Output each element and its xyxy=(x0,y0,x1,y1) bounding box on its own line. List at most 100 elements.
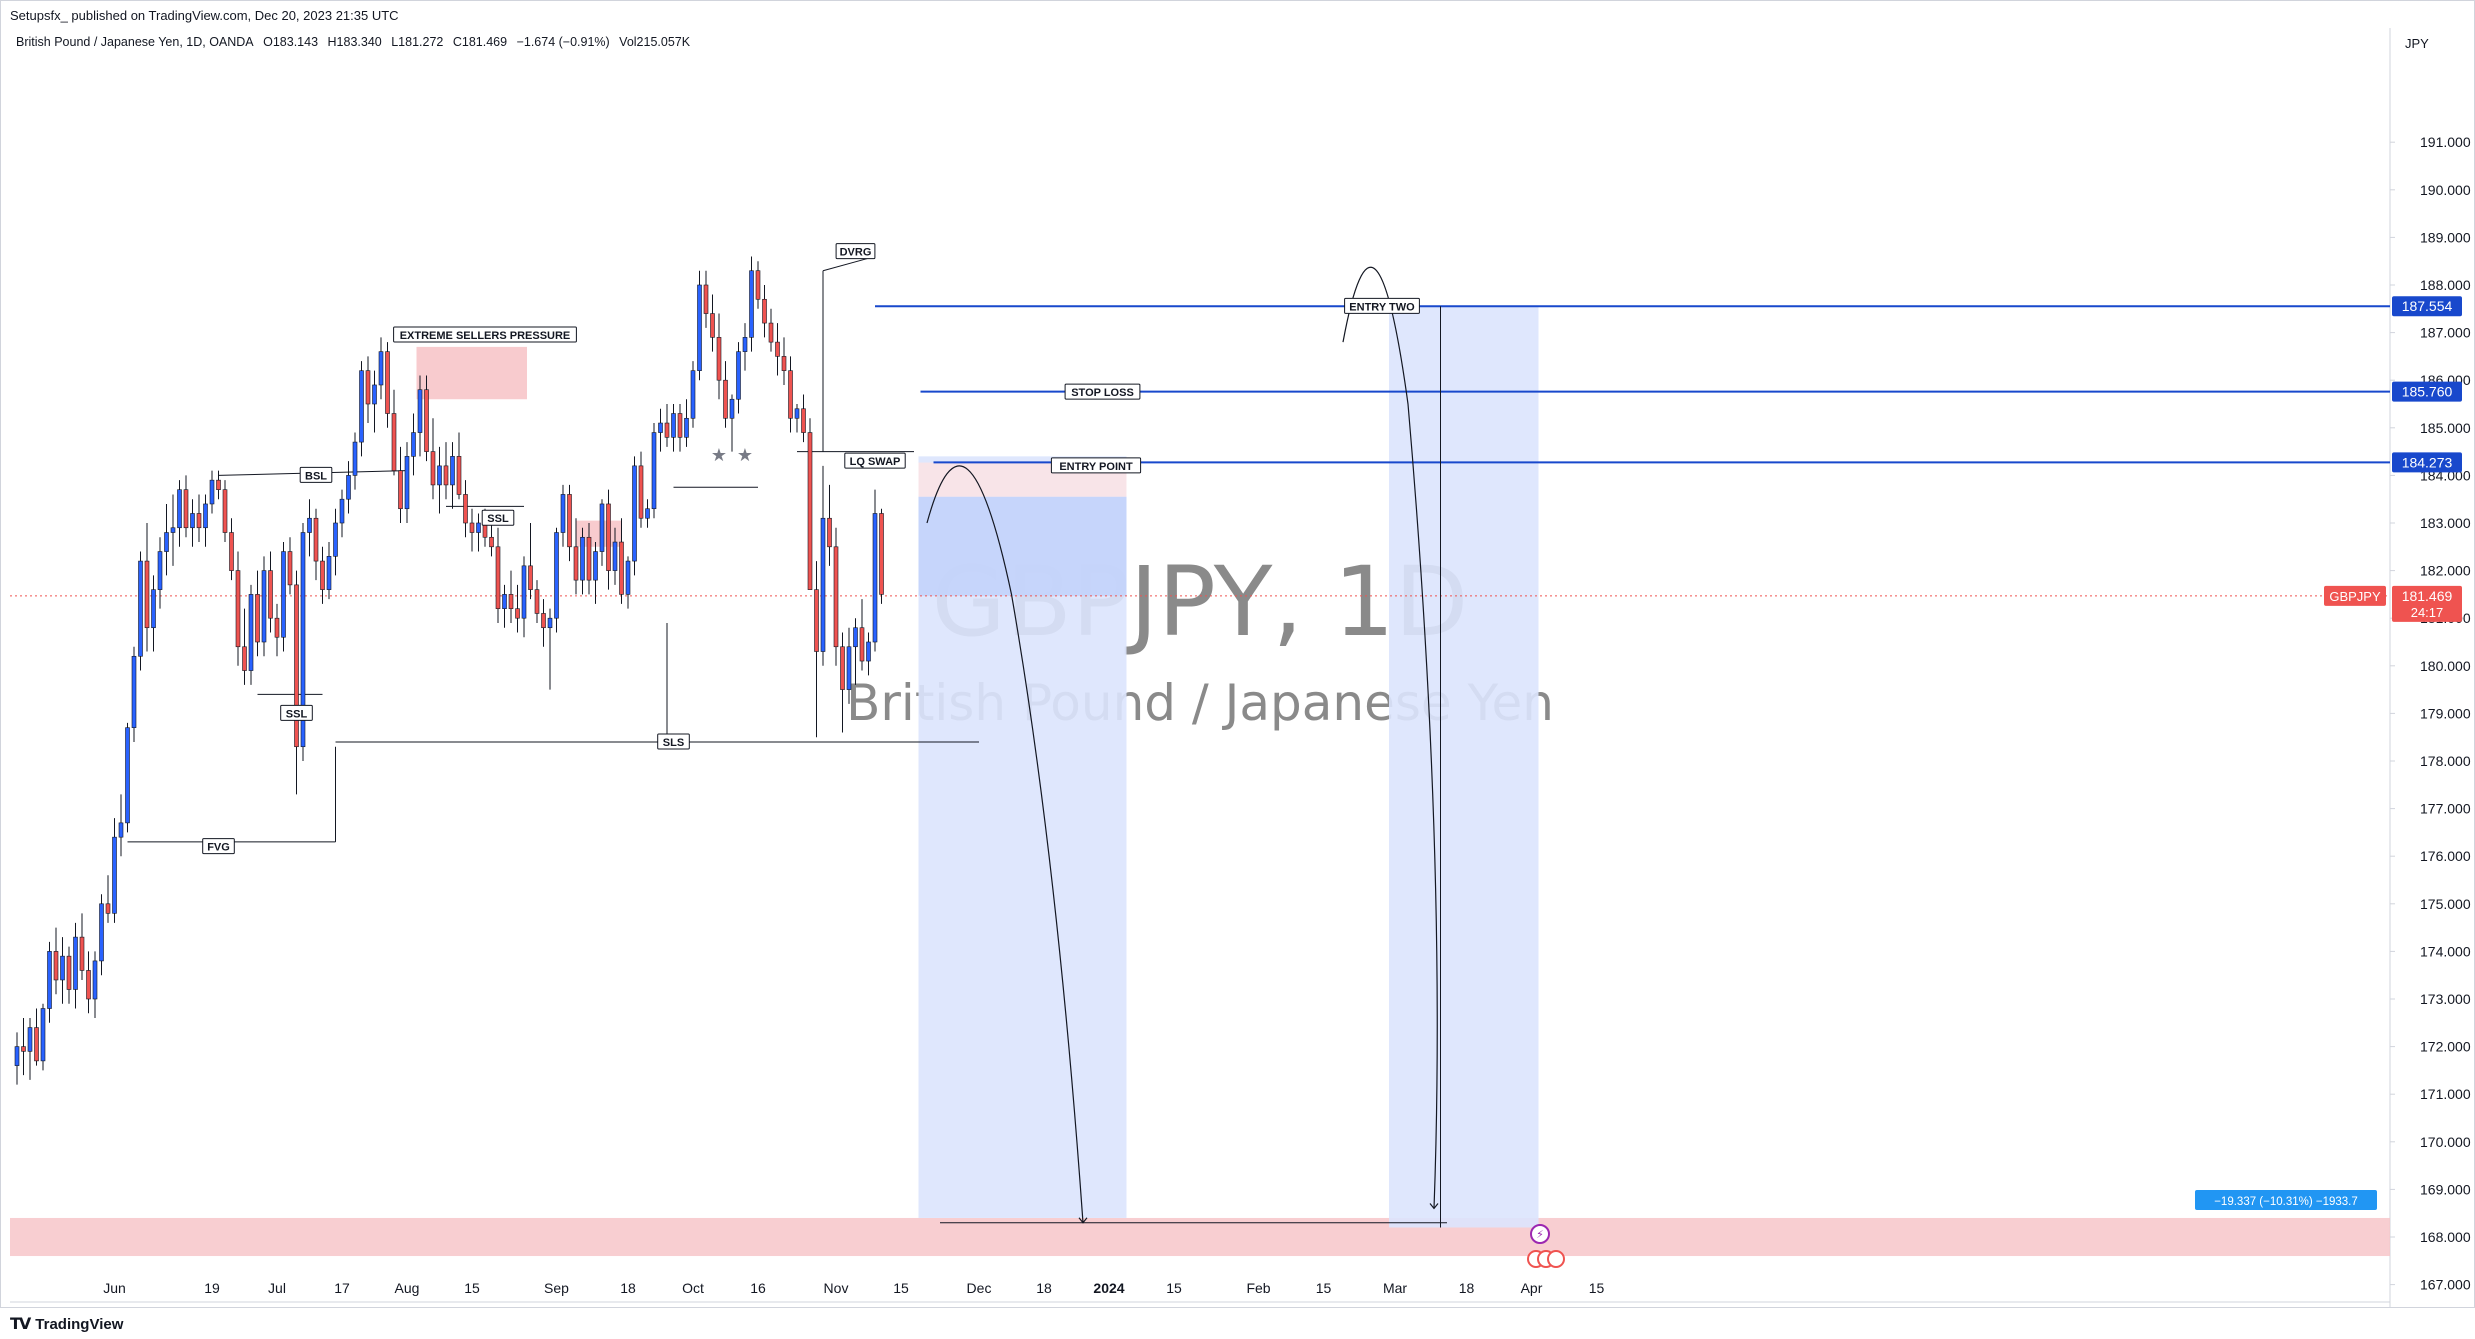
time-axis[interactable]: Jun 19 Jul 17 Aug 15 Sep 18 Oct 16 Nov 15 Dec 18 2024 1… xyxy=(103,1280,1604,1296)
candle-body xyxy=(346,475,351,500)
price-tick-label: 173.000 xyxy=(2420,991,2471,1007)
price-tick-label: 172.000 xyxy=(2420,1039,2471,1055)
high-value: H183.340 xyxy=(327,35,382,49)
candle xyxy=(118,794,124,857)
candle xyxy=(242,608,247,685)
candle-body xyxy=(840,646,845,690)
candle xyxy=(827,484,832,566)
projection-curve-2 xyxy=(1342,266,1438,1209)
candle xyxy=(27,1018,33,1080)
candle-body xyxy=(729,398,735,419)
candle-body xyxy=(580,536,585,581)
candle-body xyxy=(411,432,416,457)
candle xyxy=(365,356,371,424)
candle-body xyxy=(138,560,143,657)
candle-body xyxy=(105,903,111,914)
candle xyxy=(703,270,709,328)
candle xyxy=(216,470,221,500)
candle-body xyxy=(827,517,832,548)
annotation-ssl: SSL xyxy=(280,704,313,721)
annotation-label: LQ SWAP xyxy=(850,456,901,468)
candle xyxy=(255,570,260,657)
annotation-fvg: FVG xyxy=(202,838,235,855)
candle xyxy=(346,461,351,514)
candle xyxy=(398,446,403,523)
candle-body xyxy=(573,546,579,581)
flag-event-icon-3[interactable] xyxy=(1547,1250,1565,1268)
candle-body xyxy=(417,389,423,433)
candle xyxy=(807,418,813,590)
lightning-event-icon[interactable] xyxy=(1530,1224,1550,1244)
candle-body xyxy=(606,503,611,571)
candle-body xyxy=(534,589,540,614)
tradingview-mark-icon: 𝗧𝗩 xyxy=(10,1316,31,1333)
candle xyxy=(157,537,163,609)
candle xyxy=(775,323,780,376)
candle xyxy=(170,494,176,566)
brand-name: TradingView xyxy=(35,1315,124,1333)
candle-body xyxy=(638,465,644,519)
candle xyxy=(801,394,806,443)
annotation-box xyxy=(393,326,577,343)
time-tick-label: 18 xyxy=(1036,1280,1052,1296)
candle xyxy=(664,404,670,447)
candle xyxy=(281,542,286,652)
candle xyxy=(781,337,787,385)
candle-body xyxy=(398,470,403,510)
candle xyxy=(235,551,241,666)
candle xyxy=(541,599,546,647)
candle xyxy=(417,375,423,457)
price-axis[interactable]: 167.000 168.000 169.000 170.000 171.000 172.0… xyxy=(2324,134,2471,1293)
candle xyxy=(768,308,774,352)
projection-curve-1 xyxy=(926,465,1084,1223)
candle xyxy=(424,375,429,462)
candle xyxy=(502,584,507,628)
time-tick-label: 16 xyxy=(750,1280,766,1296)
candle xyxy=(313,508,319,581)
candle-body xyxy=(469,522,475,533)
annotation-label: FVG xyxy=(207,842,230,854)
symbol-description[interactable]: British Pound / Japanese Yen, 1D, OANDA xyxy=(16,35,254,49)
candle-body xyxy=(294,584,299,748)
candle xyxy=(495,527,501,623)
candle xyxy=(326,542,332,600)
candle-body xyxy=(515,608,520,619)
candle xyxy=(190,499,195,547)
candle xyxy=(521,556,527,638)
candle xyxy=(372,370,377,433)
candle-body xyxy=(222,489,228,533)
candle-body xyxy=(255,594,260,643)
candle xyxy=(183,475,189,538)
candle xyxy=(391,389,397,476)
price-tick-label: 171.000 xyxy=(2420,1086,2471,1102)
candle xyxy=(710,294,715,352)
annotation-box xyxy=(202,838,235,855)
symbol-tag-label: GBPJPY xyxy=(2329,589,2381,604)
time-tick-label: 15 xyxy=(893,1280,909,1296)
candle xyxy=(742,323,748,371)
candle-body xyxy=(567,494,572,548)
candle-body xyxy=(450,456,455,486)
candle-body xyxy=(378,351,384,386)
candle-body xyxy=(144,560,150,629)
price-tick-label: 176.000 xyxy=(2420,848,2471,864)
time-tick-label: 15 xyxy=(1316,1280,1332,1296)
candle xyxy=(248,584,254,685)
candle-body xyxy=(92,960,98,1000)
tradingview-logo[interactable]: 𝗧𝗩 TradingView xyxy=(10,1314,123,1334)
candle xyxy=(534,580,540,623)
candle xyxy=(879,508,884,604)
time-tick-label: Feb xyxy=(1246,1280,1270,1296)
candle-body xyxy=(736,351,741,400)
time-tick-label: Jun xyxy=(103,1280,126,1296)
time-tick-label: 15 xyxy=(1166,1280,1182,1296)
candle xyxy=(151,575,156,652)
candle xyxy=(528,523,533,600)
candle xyxy=(261,556,267,657)
candle xyxy=(14,1032,20,1085)
candle xyxy=(755,261,761,309)
candle xyxy=(872,489,878,652)
candle-body xyxy=(287,551,293,586)
